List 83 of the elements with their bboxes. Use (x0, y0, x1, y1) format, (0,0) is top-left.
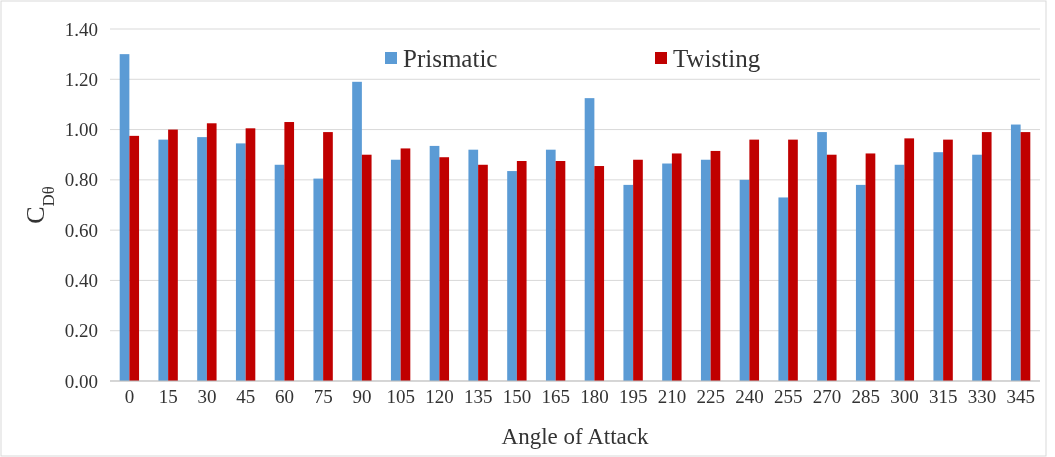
bar (1020, 132, 1031, 381)
x-tick-label: 180 (580, 386, 609, 407)
x-tick-label: 0 (124, 386, 135, 407)
bar (245, 128, 256, 381)
bar (400, 148, 411, 381)
x-tick-label: 195 (618, 386, 648, 407)
x-axis-title: Angle of Attack (501, 424, 649, 449)
bar (855, 184, 866, 381)
bar (284, 122, 295, 381)
bar (894, 164, 905, 381)
bar (943, 139, 953, 381)
bar (119, 54, 130, 381)
bar (516, 161, 527, 381)
bar (633, 159, 643, 381)
x-tick-label: 255 (773, 386, 803, 407)
x-tick-label: 150 (502, 386, 532, 407)
legend-label: Prismatic (403, 44, 498, 72)
bar (478, 164, 488, 381)
x-tick-label: 210 (657, 386, 687, 407)
legend-label: Twisting (673, 44, 761, 72)
bar (623, 184, 634, 381)
bar (904, 138, 915, 381)
bar (197, 137, 207, 381)
bar (817, 132, 827, 381)
x-tick-label: 75 (313, 386, 333, 407)
y-tick-label: 0.00 (64, 370, 98, 392)
bar (972, 154, 982, 381)
x-tick-label: 315 (928, 386, 958, 407)
bar (826, 154, 837, 381)
bar (274, 164, 285, 381)
x-tick-label: 285 (851, 386, 880, 407)
bar (594, 166, 605, 381)
bar (507, 171, 517, 381)
bar (323, 132, 333, 381)
bar (778, 197, 789, 381)
bar (313, 178, 324, 381)
y-tick-label: 0.40 (64, 269, 98, 291)
bar (168, 129, 178, 381)
x-tick-label: 270 (812, 386, 842, 407)
bar (710, 150, 721, 381)
bar (429, 145, 440, 381)
bar (584, 98, 595, 381)
bar (361, 154, 372, 381)
y-tick-label: 0.60 (64, 219, 98, 241)
bar (662, 163, 672, 381)
y-tick-label: 1.00 (64, 119, 98, 141)
y-tick-label: 0.80 (64, 169, 98, 191)
bar (981, 132, 992, 381)
bar (235, 143, 246, 381)
bar (206, 123, 217, 381)
x-tick-label: 135 (463, 386, 493, 407)
y-tick-label: 1.20 (64, 68, 98, 90)
bar (129, 135, 140, 381)
bar (700, 159, 711, 381)
x-tick-label: 345 (1006, 386, 1035, 407)
bar (671, 153, 682, 381)
bar (468, 149, 479, 381)
x-tick-label: 30 (197, 386, 217, 407)
x-tick-label: 45 (236, 386, 256, 407)
x-tick-label: 165 (541, 386, 570, 407)
bar (352, 81, 362, 381)
x-tick-label: 225 (696, 386, 725, 407)
x-tick-label: 300 (890, 386, 919, 407)
bar (788, 139, 798, 381)
x-tick-label: 330 (967, 386, 997, 407)
bar (865, 153, 876, 381)
bar (555, 161, 566, 381)
x-tick-label: 105 (386, 386, 415, 407)
x-tick-label: 90 (352, 386, 372, 407)
bar (739, 179, 750, 381)
x-tick-label: 60 (274, 386, 294, 407)
bar (158, 139, 169, 381)
x-tick-label: 120 (425, 386, 454, 407)
bar (1010, 124, 1021, 381)
bar (749, 139, 760, 381)
x-tick-label: 240 (735, 386, 764, 407)
bar (933, 152, 944, 381)
bar (545, 149, 556, 381)
bar (390, 159, 401, 381)
y-tick-label: 0.20 (64, 320, 98, 342)
bar (439, 157, 450, 381)
x-tick-label: 15 (158, 386, 178, 407)
y-tick-label: 1.40 (64, 18, 98, 40)
